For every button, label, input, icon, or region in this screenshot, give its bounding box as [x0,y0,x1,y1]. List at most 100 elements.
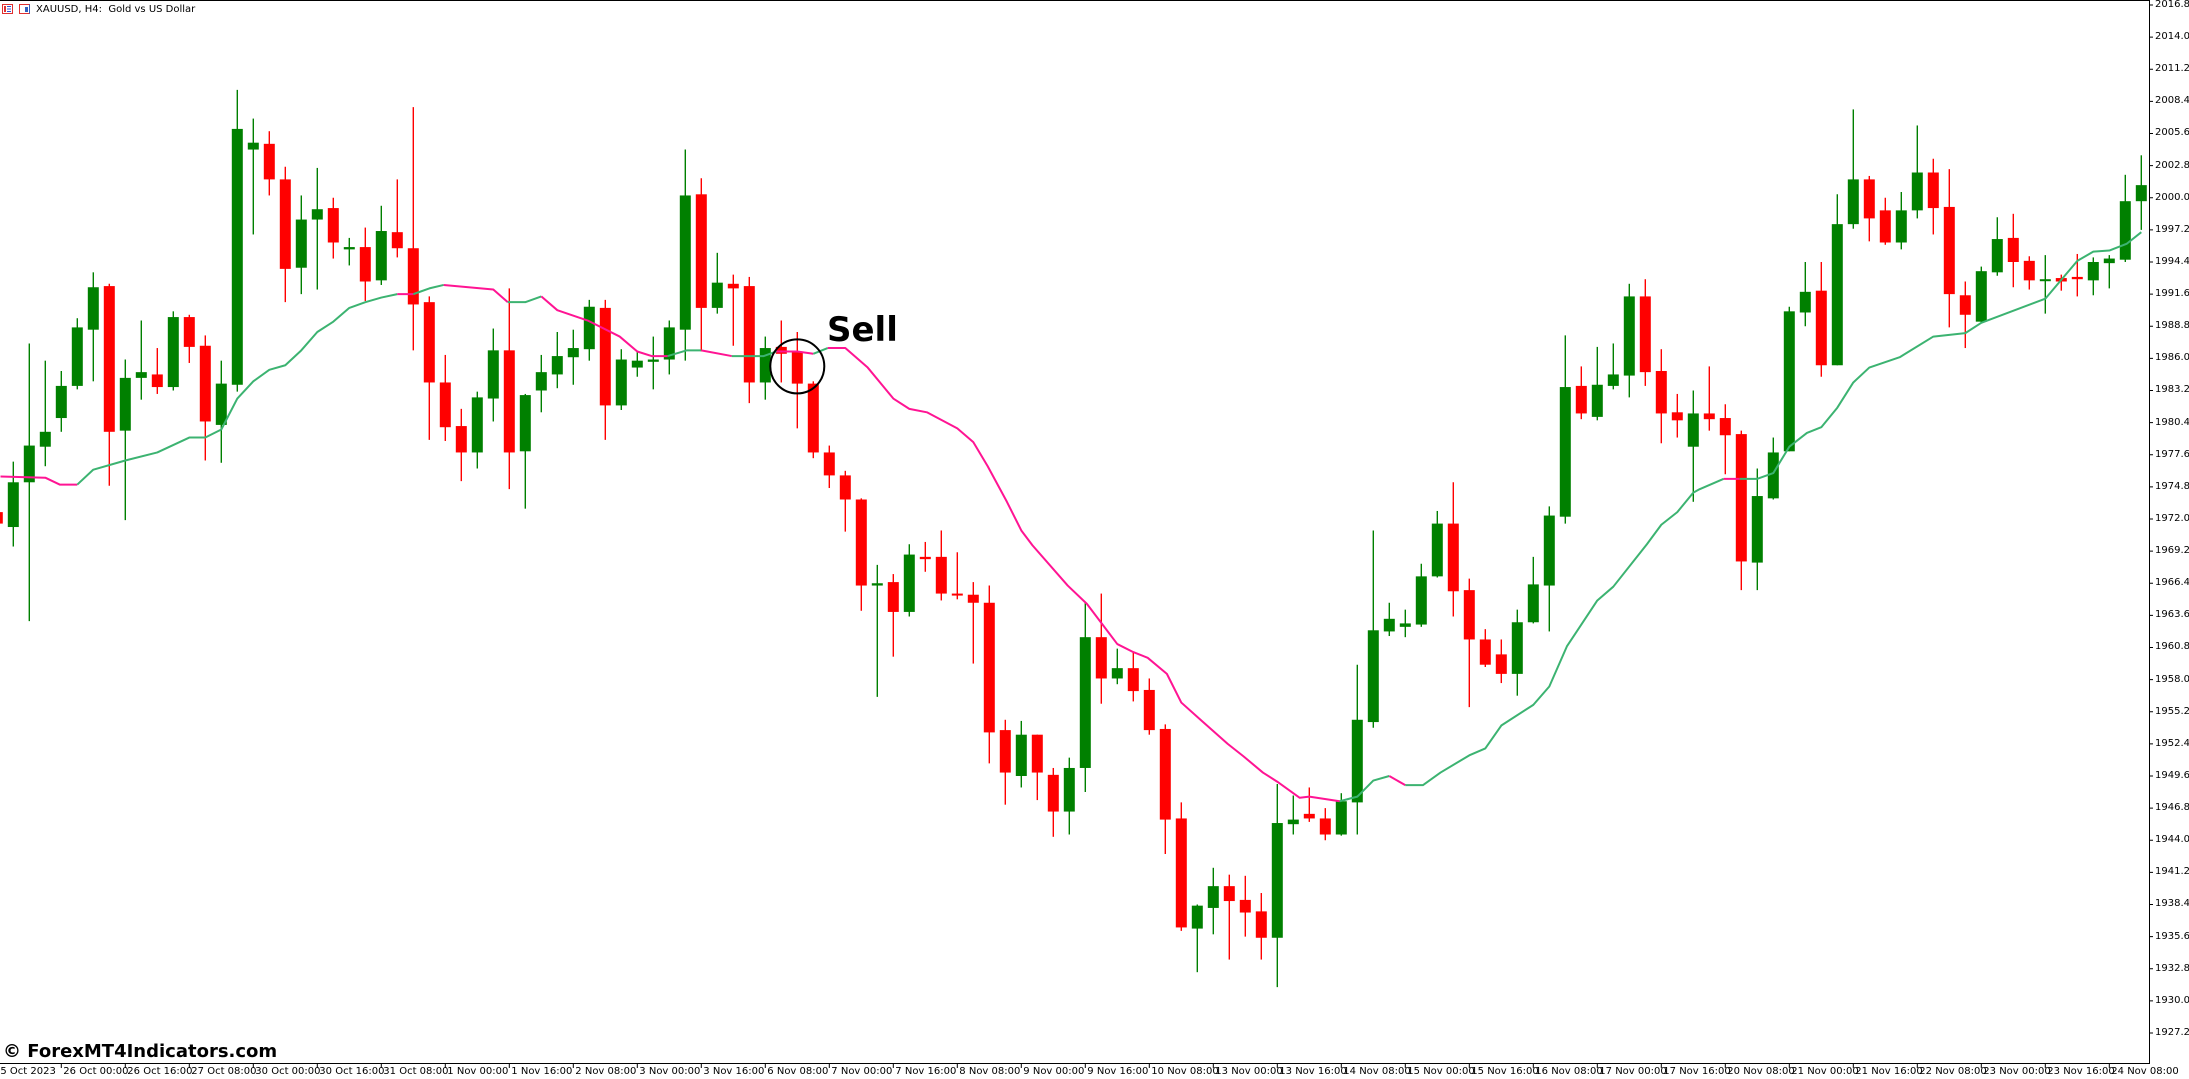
bear-candle[interactable] [2055,274,2067,291]
bull-candle[interactable] [615,349,627,411]
bull-candle[interactable] [2119,174,2131,262]
bull-candle[interactable] [1975,266,1987,323]
bull-candle[interactable] [1399,609,1411,638]
bull-candle[interactable] [679,149,691,361]
bull-candle[interactable] [1559,335,1571,524]
bear-candle[interactable] [1815,261,1827,377]
bull-candle[interactable] [1623,283,1635,398]
bull-candle[interactable] [1607,343,1619,390]
bull-candle[interactable] [567,329,579,385]
bull-candle[interactable] [1527,556,1539,624]
bull-candle[interactable] [1079,601,1091,793]
bull-candle[interactable] [1367,530,1379,728]
bear-candle[interactable] [103,283,115,486]
bull-candle[interactable] [1207,867,1219,935]
bear-candle[interactable] [1639,279,1651,386]
bear-candle[interactable] [1927,158,1939,235]
bull-candle[interactable] [903,544,915,617]
bull-candle[interactable] [231,89,243,392]
bear-candle[interactable] [807,381,819,459]
bull-candle[interactable] [647,336,659,390]
bull-candle[interactable] [1591,346,1603,421]
bull-candle[interactable] [23,343,35,622]
bear-candle[interactable] [1319,808,1331,841]
bear-candle[interactable] [407,107,419,351]
bear-candle[interactable] [791,331,803,429]
bear-candle[interactable] [1735,430,1747,591]
bull-candle[interactable] [7,461,19,547]
bear-candle[interactable] [1879,197,1891,245]
bear-candle[interactable] [823,445,835,489]
bull-candle[interactable] [1543,506,1555,632]
bull-candle[interactable] [1783,306,1795,452]
bear-candle[interactable] [1127,652,1139,702]
bear-candle[interactable] [1479,629,1491,668]
bear-candle[interactable] [1703,366,1715,431]
bull-candle[interactable] [487,328,499,422]
bear-candle[interactable] [183,314,195,363]
bull-candle[interactable] [1767,437,1779,500]
bull-candle[interactable] [871,564,883,697]
bear-candle[interactable] [695,178,707,352]
bull-candle[interactable] [375,205,387,285]
bull-candle[interactable] [1751,468,1763,591]
bear-candle[interactable] [199,335,211,461]
bear-candle[interactable] [391,179,403,258]
bull-candle[interactable] [631,351,643,377]
bear-candle[interactable] [455,408,467,482]
bear-candle[interactable] [359,227,371,302]
bear-candle[interactable] [327,197,339,259]
bull-candle[interactable] [1991,217,2003,276]
bull-candle[interactable] [1415,563,1427,627]
bull-candle[interactable] [663,320,675,375]
bull-candle[interactable] [87,272,99,382]
bull-candle[interactable] [343,237,355,266]
bear-candle[interactable] [1575,366,1587,420]
bear-candle[interactable] [2007,213,2019,288]
bear-candle[interactable] [1463,578,1475,708]
bear-candle[interactable] [439,354,451,441]
bull-candle[interactable] [1351,664,1363,835]
bull-candle[interactable] [1063,757,1075,835]
bull-candle[interactable] [2039,255,2051,314]
bull-candle[interactable] [519,393,531,509]
bull-candle[interactable] [471,391,483,469]
bull-candle[interactable] [55,370,67,432]
bull-candle[interactable] [1191,904,1203,973]
bull-candle[interactable] [759,336,771,400]
bull-candle[interactable] [2087,257,2099,296]
bull-candle[interactable] [583,299,595,361]
bull-candle[interactable] [71,318,83,390]
bear-candle[interactable] [743,276,755,404]
bull-candle[interactable] [1287,795,1299,835]
bear-candle[interactable] [1719,404,1731,475]
bull-candle[interactable] [311,167,323,290]
bull-candle[interactable] [2103,255,2115,289]
bear-candle[interactable] [839,470,851,532]
bear-candle[interactable] [1143,678,1155,735]
bear-candle[interactable] [1959,281,1971,349]
bull-candle[interactable] [535,354,547,413]
bear-candle[interactable] [727,274,739,346]
bull-candle[interactable] [1511,609,1523,696]
bear-candle[interactable] [503,288,515,490]
bear-candle[interactable] [1255,893,1267,960]
bear-candle[interactable] [1943,169,1955,328]
bear-candle[interactable] [1655,349,1667,444]
bear-candle[interactable] [1239,875,1251,937]
bear-candle[interactable] [1175,802,1187,931]
bear-candle[interactable] [967,582,979,664]
bear-candle[interactable] [0,505,3,535]
sell-signal-circle[interactable] [769,338,826,395]
bear-candle[interactable] [151,348,163,394]
bear-candle[interactable] [1863,175,1875,242]
bear-candle[interactable] [279,166,291,303]
bull-candle[interactable] [39,360,51,467]
bull-candle[interactable] [1271,784,1283,988]
bull-candle[interactable] [711,252,723,314]
bear-candle[interactable] [935,530,947,601]
bear-candle[interactable] [951,552,963,600]
bear-candle[interactable] [263,131,275,196]
bull-candle[interactable] [1911,125,1923,219]
